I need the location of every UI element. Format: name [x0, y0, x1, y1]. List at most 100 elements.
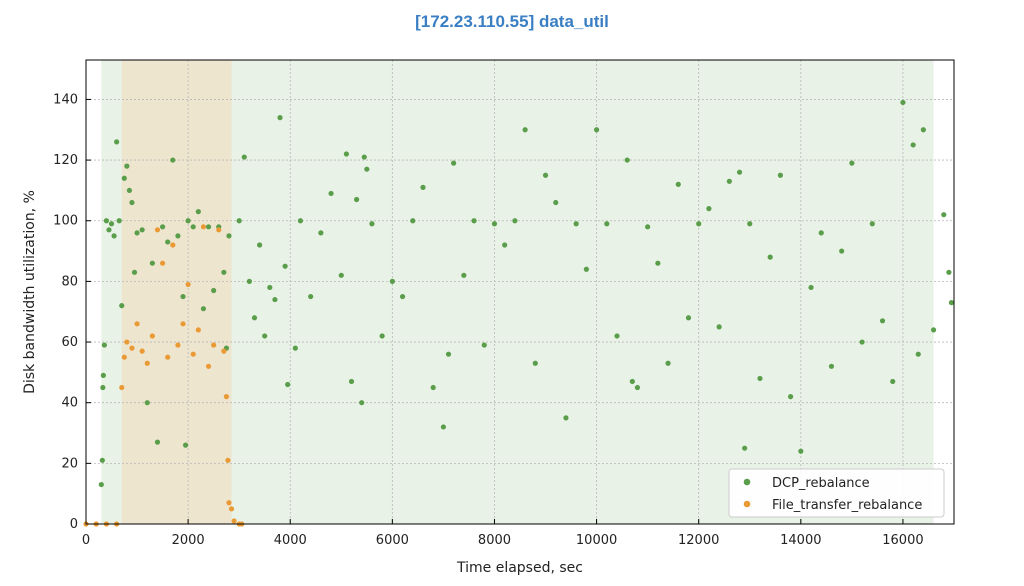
- dcp-point: [624, 157, 630, 163]
- dcp-point: [665, 360, 671, 366]
- file-transfer-point: [139, 348, 145, 354]
- dcp-point: [629, 378, 635, 385]
- dcp-point: [262, 333, 268, 339]
- file-transfer-point: [124, 339, 130, 345]
- file-transfer-point: [180, 321, 186, 327]
- dcp-point: [445, 351, 452, 357]
- dcp-point: [747, 221, 753, 227]
- dcp-point: [129, 199, 135, 206]
- dcp-point: [246, 278, 252, 284]
- dcp-point: [200, 306, 207, 312]
- dcp-point: [205, 224, 212, 230]
- dcp-point: [99, 457, 105, 463]
- dcp-point: [946, 269, 952, 275]
- y-axis-ticks: 0 20 40 60 80 100 120 140: [53, 92, 91, 532]
- dcp-point: [859, 339, 865, 345]
- x-axis-label: Time elapsed, sec: [456, 560, 583, 576]
- y-tick-label: 80: [61, 274, 78, 289]
- dcp-point: [593, 127, 600, 133]
- file-transfer-point: [170, 242, 176, 248]
- dcp-point: [502, 242, 508, 248]
- dcp-point: [948, 300, 955, 306]
- series-dcp-rebalance: [98, 99, 955, 488]
- dcp-point: [573, 221, 579, 227]
- dcp-point: [512, 218, 518, 224]
- chart-title: [172.23.110.55] data_util: [415, 12, 609, 31]
- y-tick-label: 140: [53, 92, 78, 107]
- dcp-point: [410, 218, 416, 224]
- dcp-point: [379, 333, 385, 339]
- file-transfer-point: [190, 351, 196, 357]
- y-tick-label: 100: [53, 214, 78, 229]
- x-tick-label: 10000: [576, 533, 617, 548]
- plot-frame: [85, 59, 955, 525]
- dcp-point: [111, 233, 117, 239]
- dcp-point: [282, 263, 288, 269]
- legend-marker-file-transfer: [743, 500, 751, 508]
- dcp-point: [920, 127, 926, 133]
- file-transfer-point: [144, 360, 150, 366]
- dcp-point: [879, 318, 886, 324]
- x-tick-label: 12000: [678, 533, 719, 548]
- dcp-point: [471, 218, 477, 224]
- file-transfer-point: [149, 333, 155, 339]
- file-transfer-point: [165, 354, 171, 360]
- file-transfer-point: [226, 500, 232, 506]
- dcp-point: [182, 442, 189, 448]
- dcp-point: [818, 230, 824, 236]
- dcp-point: [190, 224, 196, 230]
- dcp-point: [159, 224, 166, 230]
- dcp-point: [292, 345, 298, 351]
- dcp-point: [900, 99, 906, 106]
- y-tick-label: 0: [70, 517, 78, 532]
- shaded-region: [101, 60, 934, 524]
- dcp-point: [359, 400, 365, 406]
- file-transfer-point: [121, 354, 127, 360]
- dcp-point: [221, 269, 227, 275]
- file-transfer-point: [211, 342, 217, 348]
- dcp-point: [100, 372, 106, 378]
- file-transfer-point: [175, 342, 181, 348]
- dcp-point: [108, 221, 115, 227]
- dcp-point: [742, 445, 748, 451]
- dcp-point: [139, 227, 145, 233]
- dcp-point: [100, 384, 106, 391]
- dcp-point: [124, 163, 130, 169]
- x-tick-label: 2000: [172, 533, 205, 548]
- dcp-point: [318, 230, 324, 236]
- dcp-point: [328, 190, 334, 197]
- dcp-point: [175, 233, 181, 239]
- dcp-point: [106, 227, 112, 233]
- dcp-point: [420, 184, 426, 190]
- dcp-point: [308, 293, 314, 300]
- file-transfer-point: [228, 506, 235, 512]
- dcp-point: [736, 169, 743, 175]
- dcp-point: [338, 272, 344, 278]
- dcp-point: [726, 178, 732, 184]
- file-transfer-point: [225, 457, 231, 463]
- file-transfer-point: [221, 348, 227, 354]
- legend-label-dcp: DCP_rebalance: [772, 476, 870, 491]
- dcp-point: [103, 218, 110, 224]
- dcp-point: [941, 212, 947, 218]
- file-transfer-point: [195, 327, 201, 333]
- dcp-point: [185, 218, 191, 224]
- dcp-point: [553, 199, 559, 206]
- dcp-point: [131, 269, 138, 275]
- dcp-point: [101, 342, 107, 348]
- dcp-point: [165, 239, 171, 245]
- dcp-point: [285, 381, 291, 388]
- dcp-point: [451, 160, 457, 166]
- dcp-point: [890, 378, 896, 385]
- x-axis-ticks: 0 2000 4000 6000 8000 10000 12000 14000 16000: [82, 519, 924, 548]
- dcp-point: [211, 287, 217, 294]
- dcp-point: [114, 139, 120, 145]
- dcp-point: [915, 351, 921, 357]
- dcp-point: [389, 278, 395, 284]
- dcp-point: [134, 230, 140, 236]
- legend-label-file-transfer: File_transfer_rebalance: [772, 498, 922, 513]
- x-tick-label: 0: [82, 533, 90, 548]
- y-axis-label: Disk bandwidth utilization, %: [22, 190, 38, 394]
- dcp-point: [257, 242, 263, 248]
- y-tick-label: 20: [61, 456, 78, 471]
